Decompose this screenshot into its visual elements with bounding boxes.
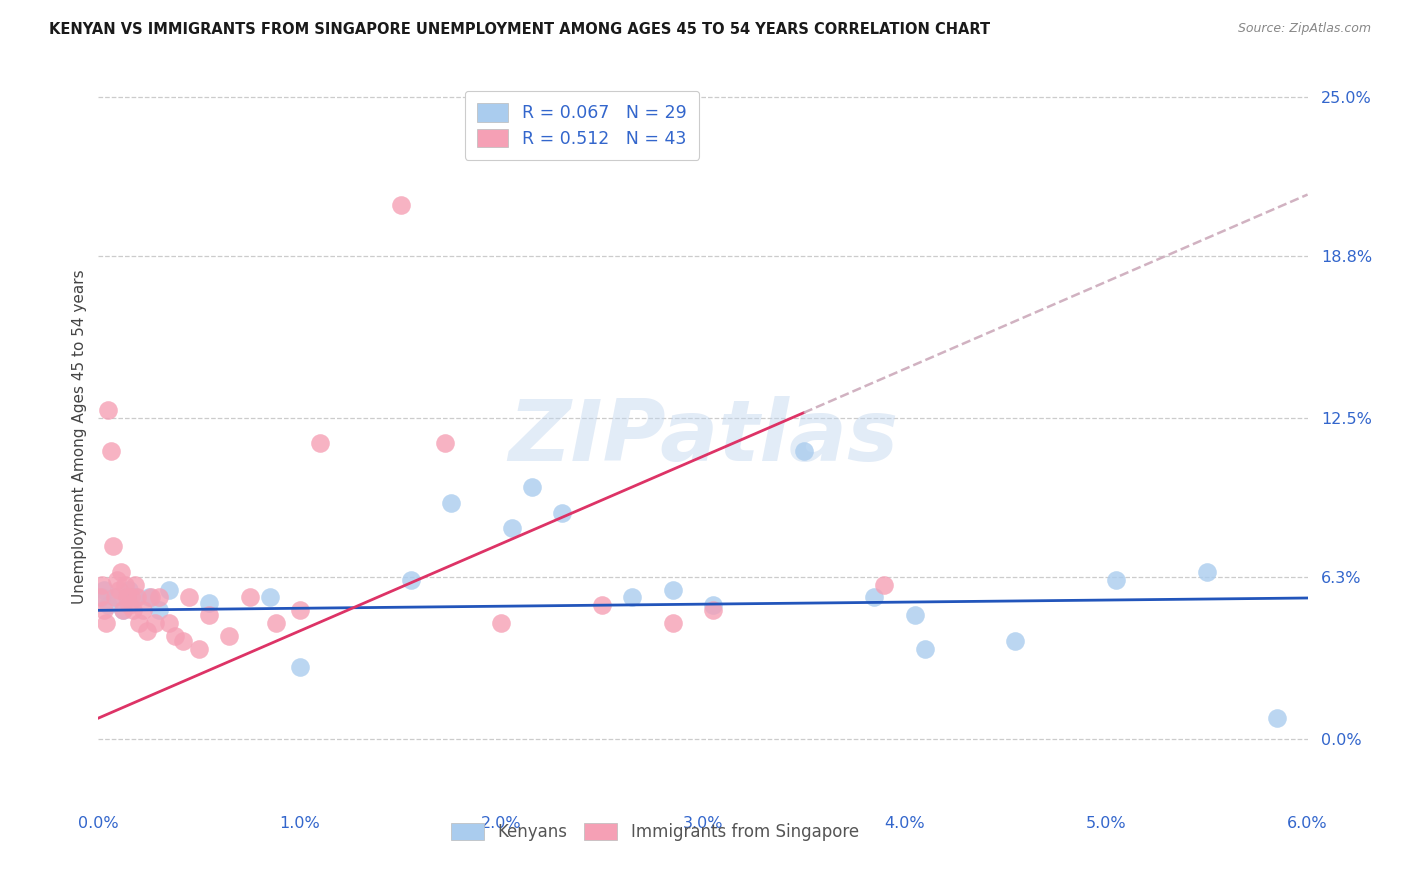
Point [491, 616, 513, 631]
Legend: Kenyans, Immigrants from Singapore: Kenyans, Immigrants from Singapore [443, 814, 868, 849]
Point [97, 598, 120, 612]
Point [591, 598, 613, 612]
Point [1195, 565, 1218, 579]
Point [288, 660, 311, 674]
Point [107, 582, 129, 597]
Point [135, 624, 157, 638]
Point [93, 582, 115, 597]
Point [97, 403, 120, 417]
Point [103, 591, 125, 605]
Point [399, 573, 422, 587]
Point [143, 616, 166, 631]
Point [520, 480, 543, 494]
Point [114, 577, 136, 591]
Point [309, 436, 332, 450]
Point [264, 616, 287, 631]
Point [389, 198, 412, 212]
Point [288, 603, 311, 617]
Point [434, 436, 457, 450]
Text: Source: ZipAtlas.com: Source: ZipAtlas.com [1237, 22, 1371, 36]
Point [198, 596, 221, 610]
Point [120, 591, 142, 605]
Point [125, 591, 148, 605]
Point [863, 591, 886, 605]
Point [1004, 634, 1026, 648]
Point [100, 444, 122, 458]
Point [661, 616, 683, 631]
Point [148, 603, 170, 617]
Point [621, 591, 644, 605]
Point [179, 591, 201, 605]
Y-axis label: Unemployment Among Ages 45 to 54 years: Unemployment Among Ages 45 to 54 years [72, 269, 87, 605]
Point [105, 573, 128, 587]
Point [111, 603, 134, 617]
Point [157, 616, 180, 631]
Point [128, 616, 150, 631]
Point [138, 591, 160, 605]
Point [124, 591, 146, 605]
Point [115, 591, 138, 605]
Point [239, 591, 262, 605]
Point [118, 598, 141, 612]
Point [702, 598, 724, 612]
Point [172, 634, 194, 648]
Point [124, 577, 146, 591]
Text: ZIPatlas: ZIPatlas [508, 395, 898, 479]
Point [101, 539, 124, 553]
Point [91, 591, 114, 605]
Point [218, 629, 240, 643]
Point [103, 591, 125, 605]
Point [139, 591, 162, 605]
Point [163, 629, 186, 643]
Point [914, 641, 936, 656]
Point [157, 582, 180, 597]
Point [501, 521, 523, 535]
Point [440, 495, 463, 509]
Point [198, 608, 221, 623]
Point [259, 591, 281, 605]
Point [188, 641, 211, 656]
Point [1267, 711, 1289, 725]
Point [1105, 573, 1128, 587]
Text: KENYAN VS IMMIGRANTS FROM SINGAPORE UNEMPLOYMENT AMONG AGES 45 TO 54 YEARS CORRE: KENYAN VS IMMIGRANTS FROM SINGAPORE UNEM… [49, 22, 990, 37]
Point [793, 444, 815, 458]
Point [873, 577, 896, 591]
Point [661, 582, 683, 597]
Point [118, 582, 141, 597]
Point [91, 577, 114, 591]
Point [551, 506, 574, 520]
Point [93, 603, 115, 617]
Point [702, 603, 724, 617]
Point [89, 591, 111, 605]
Point [96, 616, 118, 631]
Point [111, 603, 134, 617]
Point [110, 565, 132, 579]
Point [132, 603, 155, 617]
Point [148, 591, 170, 605]
Point [121, 603, 143, 617]
Point [904, 608, 927, 623]
